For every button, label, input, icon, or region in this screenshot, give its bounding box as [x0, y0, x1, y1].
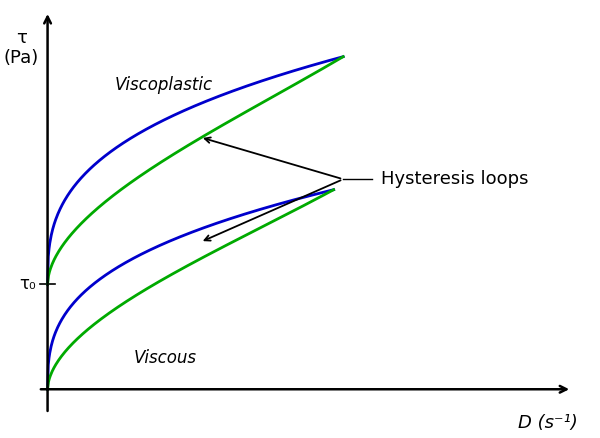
Text: Hysteresis loops: Hysteresis loops — [381, 170, 529, 188]
Text: D (s⁻¹): D (s⁻¹) — [518, 414, 578, 432]
Text: Viscous: Viscous — [133, 349, 196, 367]
Text: τ₀: τ₀ — [19, 275, 35, 293]
Text: τ
(Pa): τ (Pa) — [4, 28, 39, 67]
Text: Viscoplastic: Viscoplastic — [115, 76, 212, 94]
